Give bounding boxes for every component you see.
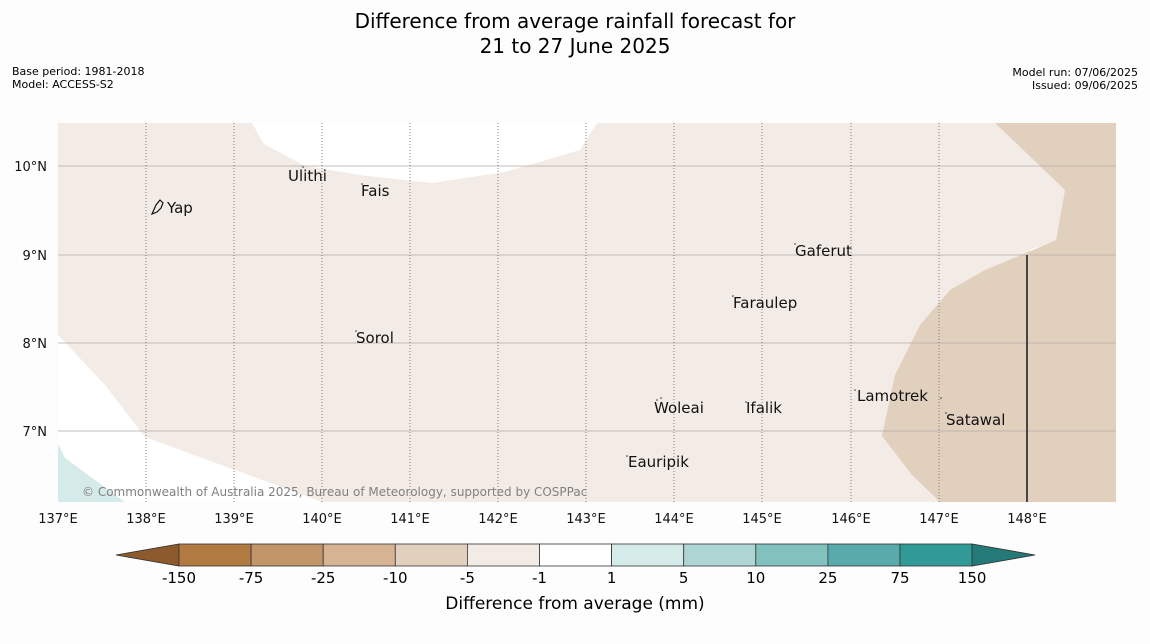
- meta-right: Model run: 07/06/2025 Issued: 09/06/2025: [1012, 66, 1138, 92]
- lon-label: 137°E: [38, 512, 78, 527]
- place-label-fais: Fais: [361, 182, 390, 200]
- colorbar-tick-label: 150: [957, 569, 987, 587]
- lat-label: 8°N: [23, 337, 48, 352]
- model-text: Model: ACCESS-S2: [12, 78, 114, 91]
- map-area: Yap Ulithi Fais Gaferut Faraulep Sorol L…: [58, 123, 1116, 502]
- lon-label: 147°E: [919, 512, 959, 527]
- copyright-text: © Commonwealth of Australia 2025, Bureau…: [82, 485, 587, 499]
- colorbar-tick-label: 1: [606, 569, 617, 587]
- colorbar-bin: [611, 543, 685, 567]
- place-label-lamotrek: Lamotrek: [857, 387, 928, 405]
- colorbar-tick-label: 75: [890, 569, 910, 587]
- colorbar-tick-label: 25: [818, 569, 838, 587]
- lon-label: 142°E: [478, 512, 518, 527]
- place-label-eauripik: Eauripik: [628, 453, 689, 471]
- colorbar-tick-label: -10: [383, 569, 408, 587]
- place-label-satawal: Satawal: [946, 411, 1005, 429]
- lat-axis-labels: 10°N 9°N 8°N 7°N: [14, 160, 47, 440]
- place-label-woleai: Woleai: [654, 399, 704, 417]
- colorbar-bin: [394, 543, 468, 567]
- colorbar: [115, 543, 1036, 567]
- colorbar-tick-label: -5: [459, 569, 475, 587]
- grid-lines: [58, 123, 1116, 502]
- lon-label: 145°E: [742, 512, 782, 527]
- model-run-text: Model run: 07/06/2025: [1012, 66, 1138, 79]
- map-title-line2: 21 to 27 June 2025: [479, 34, 671, 58]
- lon-label: 141°E: [390, 512, 430, 527]
- region-dry: [882, 123, 1116, 502]
- place-label-faraulep: Faraulep: [733, 294, 797, 312]
- place-label-yap: Yap: [166, 199, 193, 217]
- place-label-ifalik: Ifalik: [746, 399, 782, 417]
- colorbar-tick-label: 5: [678, 569, 689, 587]
- island-dots: [302, 166, 947, 457]
- colorbar-extend-low: [115, 543, 180, 567]
- lon-axis-labels: 137°E 138°E 139°E 140°E 141°E 142°E 143°…: [38, 512, 1047, 527]
- colorbar-bin: [539, 543, 612, 567]
- lon-label: 144°E: [654, 512, 694, 527]
- lat-label: 9°N: [23, 249, 48, 264]
- lon-label: 146°E: [831, 512, 871, 527]
- lon-label: 148°E: [1007, 512, 1047, 527]
- lon-label: 143°E: [566, 512, 606, 527]
- place-label-gaferut: Gaferut: [795, 242, 852, 260]
- region-light-dry: [58, 123, 1065, 502]
- colorbar-title: Difference from average (mm): [445, 594, 705, 614]
- lon-label: 138°E: [126, 512, 166, 527]
- colorbar-bin: [178, 543, 252, 567]
- colorbar-tick-label: -25: [310, 569, 336, 587]
- yap-island: [150, 199, 164, 216]
- colorbar-bin: [683, 543, 757, 567]
- region-wet: [58, 444, 125, 502]
- colorbar-extend-high: [971, 543, 1036, 567]
- lat-label: 10°N: [14, 160, 47, 175]
- meta-left: Base period: 1981-2018 Model: ACCESS-S2: [12, 65, 144, 91]
- map-title-line1: Difference from average rainfall forecas…: [354, 9, 796, 33]
- colorbar-tick-label: -150: [161, 569, 197, 587]
- colorbar-bin: [899, 543, 973, 567]
- colorbar-bin: [322, 543, 396, 567]
- colorbar-bin: [466, 543, 540, 567]
- issued-text: Issued: 09/06/2025: [1031, 79, 1138, 92]
- colorbar-tick-label: -75: [238, 569, 264, 587]
- place-labels: Yap Ulithi Fais Gaferut Faraulep Sorol L…: [166, 167, 1005, 471]
- lon-label: 140°E: [302, 512, 342, 527]
- colorbar-tick-label: -1: [532, 569, 547, 587]
- base-period-text: Base period: 1981-2018: [12, 65, 145, 78]
- colorbar-tick-label: 10: [746, 569, 766, 587]
- colorbar-bin: [827, 543, 901, 567]
- colorbar-bin: [755, 543, 829, 567]
- place-label-ulithi: Ulithi: [288, 167, 327, 185]
- lat-label: 7°N: [23, 425, 48, 440]
- colorbar-bin: [250, 543, 324, 567]
- lon-label: 139°E: [214, 512, 254, 527]
- place-label-sorol: Sorol: [356, 329, 394, 347]
